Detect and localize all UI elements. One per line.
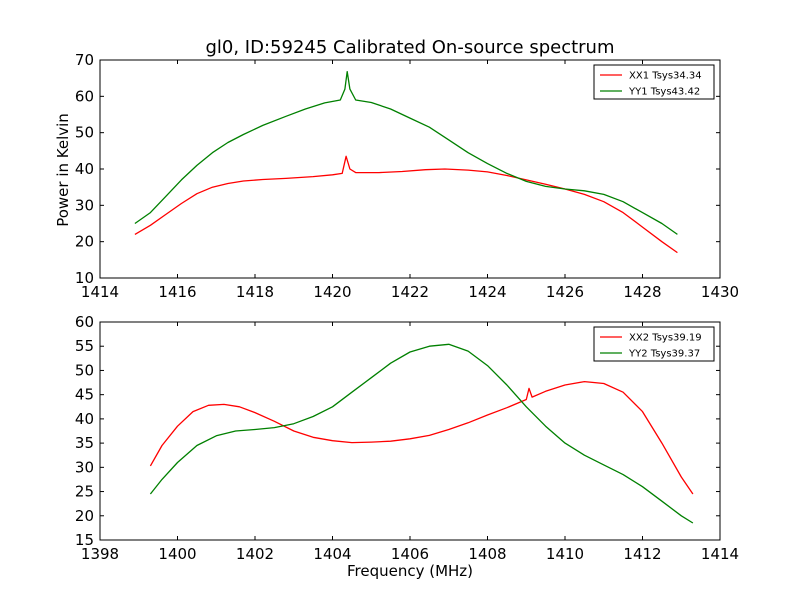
legend-box [593,64,715,100]
series-line-yy [134,70,678,235]
legend: XX1 Tsys34.34 YY1 Tsys43.42 [593,64,715,100]
y-tick-label: 45 [75,386,94,404]
bottom-spectrum-chart: 1398 1400 1402 1404 1406 1408 1410 1412 1414 15 20… [75,313,739,563]
x-tick-label: 1424 [468,283,506,301]
y-axis-label: Power in Kelvin [54,113,72,227]
series-line-xx [134,155,678,254]
x-tick-label: 1426 [546,283,584,301]
y-tick-label: 50 [75,124,94,142]
x-tick-label: 1420 [313,283,351,301]
y-tick-label: 40 [75,410,94,428]
figure-title: gl0, ID:59245 Calibrated On-source spect… [205,37,614,58]
y-tick-label: 30 [75,458,94,476]
x-tick-label: 1428 [623,283,661,301]
x-tick-label: 1414 [81,283,119,301]
legend-box [593,326,715,362]
legend-entry-label: XX2 Tsys39.19 [629,333,702,344]
x-tick-label: 1400 [158,545,196,563]
y-tick-label: 20 [75,233,94,251]
y-tick-label: 30 [75,196,94,214]
x-tick-label: 1410 [546,545,584,563]
y-tick-label: 15 [75,531,94,549]
y-tick-label: 50 [75,361,94,379]
x-tick-label: 1422 [391,283,429,301]
y-tick-label: 35 [75,434,94,452]
y-tick-label: 55 [75,337,94,355]
y-tick-label: 70 [75,51,94,69]
y-tick-label: 20 [75,507,94,525]
top-spectrum-chart: 1414 1416 1418 1420 1422 1424 1426 1428 1430 10 20… [75,51,739,301]
x-axis-label: Frequency (MHz) [347,562,473,580]
y-tick-label: 25 [75,483,94,501]
series-line-xx [149,380,694,495]
x-tick-label: 1402 [236,545,274,563]
x-tick-label: 1418 [236,283,274,301]
x-tick-label: 1404 [313,545,351,563]
y-tick-label: 10 [75,269,94,287]
legend-entry-label: XX1 Tsys34.34 [629,71,702,82]
x-tick-label: 1414 [701,545,739,563]
x-tick-label: 1412 [623,545,661,563]
legend-entry-label: YY2 Tsys39.37 [628,349,700,360]
legend: XX2 Tsys39.19 YY2 Tsys39.37 [593,326,715,362]
legend-entry-label: YY1 Tsys43.42 [628,87,700,98]
x-tick-label: 1408 [468,545,506,563]
y-tick-label: 60 [75,313,94,331]
series-line-yy [149,343,694,524]
x-tick-label: 1416 [158,283,196,301]
x-tick-label: 1398 [81,545,119,563]
y-tick-label: 60 [75,87,94,105]
y-tick-label: 40 [75,160,94,178]
x-tick-label: 1430 [701,283,739,301]
x-tick-label: 1406 [391,545,429,563]
